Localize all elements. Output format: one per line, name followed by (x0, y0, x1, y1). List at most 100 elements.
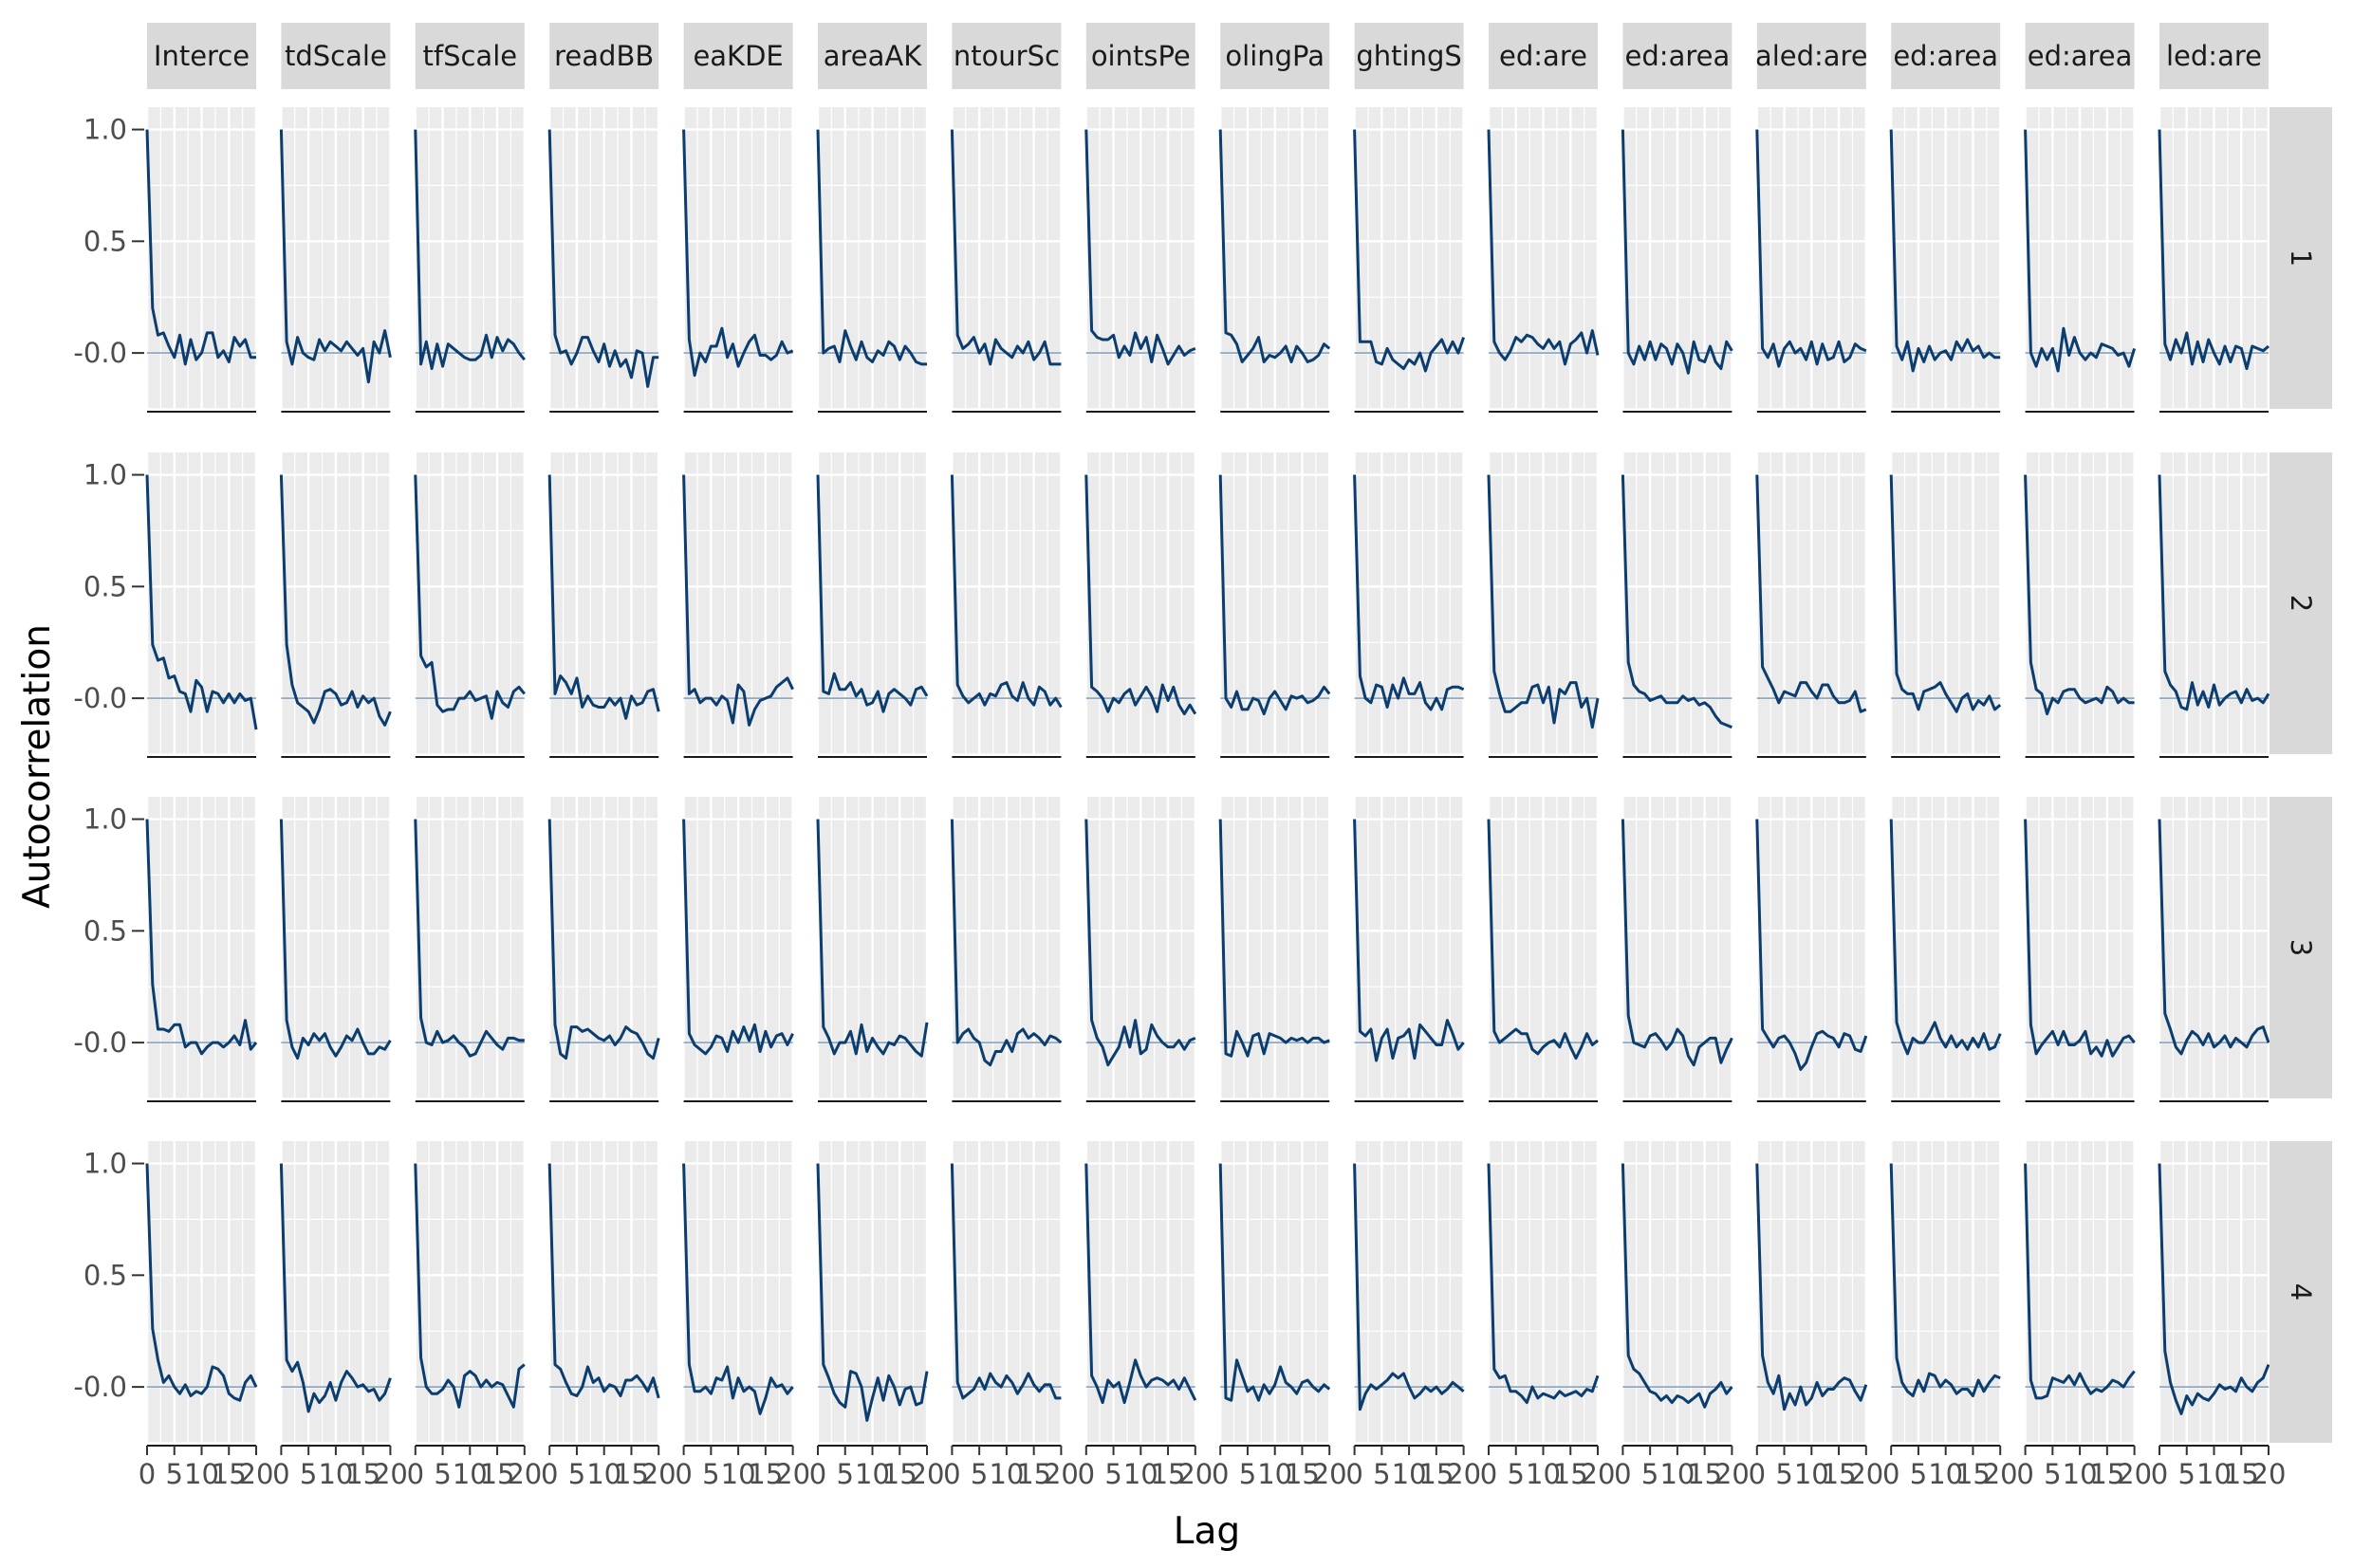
panel-r3-c7 (950, 797, 1063, 1102)
x-tick-label: 15 (212, 1458, 247, 1490)
panel-r3-c2 (279, 797, 392, 1102)
x-tick-label: 10 (1257, 1458, 1292, 1490)
panel-r3-c12 (1621, 797, 1733, 1102)
acf-series-line (1084, 1163, 1197, 1405)
panel-r2-c13 (1755, 452, 1868, 758)
panel-r2-c5 (682, 452, 794, 758)
panel-r1-c6 (816, 107, 929, 413)
acf-series-line (816, 819, 929, 1058)
row-strip-1: 1 (2270, 107, 2332, 409)
x-tick-label: 10 (1123, 1458, 1158, 1490)
x-tick-label: 5 (1775, 1458, 1792, 1490)
x-tick-label: 15 (748, 1458, 783, 1490)
column-strip-label: ointsPe (1091, 40, 1191, 72)
acf-series-line (950, 129, 1062, 366)
acf-series-line (1218, 474, 1331, 716)
x-tick-label: 10 (721, 1458, 756, 1490)
panel-r4-c1 (145, 1141, 258, 1447)
row-strip-label: 1 (2285, 249, 2317, 267)
column-strip-background (1622, 23, 1732, 89)
column-strip-label: ed:are (1499, 40, 1587, 72)
column-strip-2: tdScale (281, 23, 391, 89)
acf-series-line (1218, 129, 1331, 363)
y-tick-label: 0.5 (83, 1259, 127, 1291)
panel-r4-c10 (1353, 1141, 1465, 1447)
column-strip-background (415, 23, 525, 89)
x-tick-label: 15 (1285, 1458, 1320, 1490)
column-strip-15: ed:area (2025, 23, 2135, 89)
x-tick-label: 0 (2016, 1458, 2033, 1490)
x-tick-label: 15 (2089, 1458, 2124, 1490)
acf-series-line (414, 1163, 526, 1409)
panel-r2-c9 (1218, 452, 1331, 758)
column-strip-12: ed:area (1622, 23, 1732, 89)
acf-series-line (2024, 474, 2135, 716)
x-tick-label: 20 (1044, 1458, 1079, 1490)
x-tick-label: 0 (1614, 1458, 1631, 1490)
x-tick-label: 20 (1714, 1458, 1750, 1490)
column-strip-3: tfScale (415, 23, 525, 89)
x-tick-label: 5 (1373, 1458, 1390, 1490)
acf-series-line (1487, 474, 1600, 729)
panel-r3-c9 (1218, 797, 1331, 1102)
row-strips: 1 2 3 4 (2270, 107, 2332, 1443)
acf-series-line (1755, 474, 1867, 713)
x-tick-label: 10 (1928, 1458, 1963, 1490)
column-strip-background (2025, 23, 2135, 89)
panel-r1-c15 (2024, 107, 2137, 413)
x-axis-title: Lag (1174, 1510, 1240, 1553)
panel-r3-c11 (1487, 797, 1600, 1102)
y-tick-label: 0.5 (83, 570, 127, 602)
panel-r4-c9 (1218, 1141, 1331, 1447)
panel-r4-c4 (547, 1141, 660, 1447)
x-tick-label: 5 (300, 1458, 317, 1490)
x-tick-label: 0 (407, 1458, 424, 1490)
panel-r1-c4 (547, 107, 660, 413)
acf-series-line (1621, 819, 1733, 1067)
x-tick-label: 20 (1446, 1458, 1481, 1490)
x-tick-label: 5 (971, 1458, 988, 1490)
panel-r1-c13 (1755, 107, 1868, 413)
acf-series-line (1218, 819, 1330, 1058)
column-strip-label: readBB (554, 40, 654, 72)
acf-series-line (2158, 1163, 2270, 1415)
y-tick-label: 1.0 (83, 803, 127, 836)
y-tick-label: -0.0 (73, 1371, 127, 1403)
column-strip-background (952, 23, 1062, 89)
column-strip-label: tdScale (285, 40, 387, 72)
x-tick-label: 5 (1910, 1458, 1927, 1490)
acf-series-line (1487, 819, 1599, 1061)
acf-series-line (816, 129, 927, 366)
panel-r3-c15 (2024, 797, 2136, 1102)
acf-series-line (414, 129, 526, 371)
acf-series-line (950, 1163, 1062, 1400)
x-tick-label: 20 (775, 1458, 810, 1490)
row-strip-background (2270, 797, 2332, 1098)
panel-r2-c11 (1487, 452, 1600, 758)
column-strip-label: areaAK (824, 40, 923, 72)
acf-series-line (2158, 129, 2270, 371)
panel-r2-c12 (1621, 452, 1733, 758)
acf-series-line (1218, 1163, 1331, 1402)
x-tick-label: 0 (809, 1458, 826, 1490)
acf-series-line (547, 1163, 660, 1399)
panel-r2-c15 (2024, 452, 2136, 758)
acf-series-line (2024, 129, 2137, 373)
panel-r1-c14 (1889, 107, 2002, 413)
panel-r2-c14 (1889, 452, 2002, 758)
acf-series-line (279, 819, 392, 1061)
column-strip-label: eaKDE (693, 40, 783, 72)
column-strip-background (1354, 23, 1464, 89)
acf-series-line (547, 129, 659, 388)
column-strip-background (683, 23, 793, 89)
panel-r3-c14 (1889, 797, 2002, 1102)
x-tick-label: 15 (1822, 1458, 1857, 1490)
column-strip-label: olingPa (1225, 40, 1325, 72)
acf-series-line (279, 129, 392, 384)
acf-series-line (279, 474, 392, 727)
panel-r3-c5 (682, 797, 794, 1102)
acf-series-line (816, 474, 929, 713)
x-tick-label: 10 (855, 1458, 890, 1490)
x-tick-label: 10 (2063, 1458, 2098, 1490)
acf-series-line (1889, 1163, 2001, 1397)
